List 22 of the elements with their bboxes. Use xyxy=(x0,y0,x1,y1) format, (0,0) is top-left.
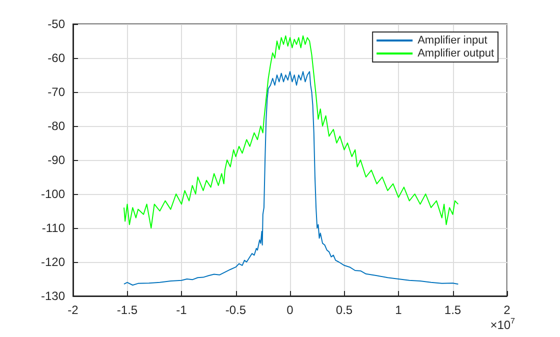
y-tick-label: -60 xyxy=(48,51,66,65)
x-tick-label: -1.5 xyxy=(116,303,138,317)
x-tick-label: 1 xyxy=(395,303,402,317)
y-tick-label: -100 xyxy=(40,187,66,201)
y-tick-label: -70 xyxy=(48,85,66,99)
x-tick-label: 1.5 xyxy=(444,303,462,317)
y-tick-label: -90 xyxy=(48,153,66,167)
legend-label: Amplifier input xyxy=(418,34,488,46)
line-series xyxy=(123,35,459,228)
x-tick-label: -1 xyxy=(176,303,188,317)
x-tick-label: 0.5 xyxy=(336,303,353,317)
x-tick-label: 0 xyxy=(286,303,294,317)
y-tick-label: -80 xyxy=(48,119,66,133)
y-tick-label: -120 xyxy=(40,255,66,269)
x-tick-label: 2 xyxy=(504,303,511,317)
y-tick-label: -50 xyxy=(48,17,66,31)
legend-label: Amplifier output xyxy=(418,48,494,60)
line-series xyxy=(123,71,459,286)
x-tick-label: -2 xyxy=(68,303,79,317)
y-tick-label: -130 xyxy=(40,289,66,303)
x-tick-label: -0.5 xyxy=(225,303,246,317)
y-tick-label: -110 xyxy=(42,221,66,235)
